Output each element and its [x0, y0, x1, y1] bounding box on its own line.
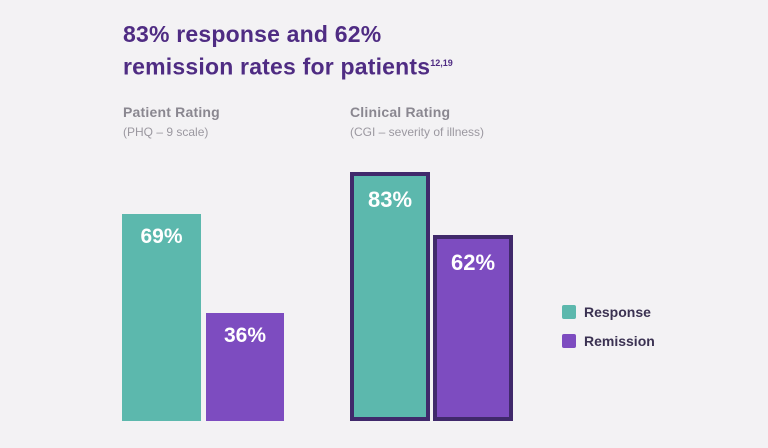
legend-item-remission: Remission: [562, 333, 655, 349]
legend-label-response: Response: [584, 304, 651, 320]
bar-patient-response: 69%: [122, 214, 201, 421]
title-superscript-references: 12,19: [430, 58, 453, 68]
bar-value-label: 36%: [223, 324, 267, 347]
bar-patient-remission: 36%: [206, 313, 284, 421]
chart-title: 83% response and 62% remission rates for…: [123, 20, 453, 82]
group-sublabel-cgi-severity: (CGI – severity of illness): [350, 125, 485, 139]
legend-swatch-remission-icon: [562, 334, 576, 348]
bar-value-label: 62%: [450, 250, 496, 275]
group-label-patient-rating: Patient Rating: [123, 104, 220, 120]
legend-label-remission: Remission: [584, 333, 655, 349]
group-sublabel-phq9-scale: (PHQ – 9 scale): [123, 125, 209, 139]
chart-title-line1: 83% response and 62%: [123, 21, 382, 47]
bar-value-label: 83%: [367, 187, 413, 212]
chart-title-line2: remission rates for patients: [123, 53, 431, 80]
legend: Response Remission: [562, 304, 655, 362]
bar-value-label: 69%: [140, 225, 183, 248]
legend-item-response: Response: [562, 304, 655, 320]
bar-clinical-remission: 62%: [433, 235, 513, 421]
group-header-patient-rating: Patient Rating (PHQ – 9 scale): [123, 104, 220, 139]
group-label-clinical-rating: Clinical Rating: [350, 104, 451, 120]
group-header-clinical-rating: Clinical Rating (CGI – severity of illne…: [350, 104, 484, 139]
bar-clinical-response: 83%: [350, 172, 430, 421]
legend-swatch-response-icon: [562, 305, 576, 319]
